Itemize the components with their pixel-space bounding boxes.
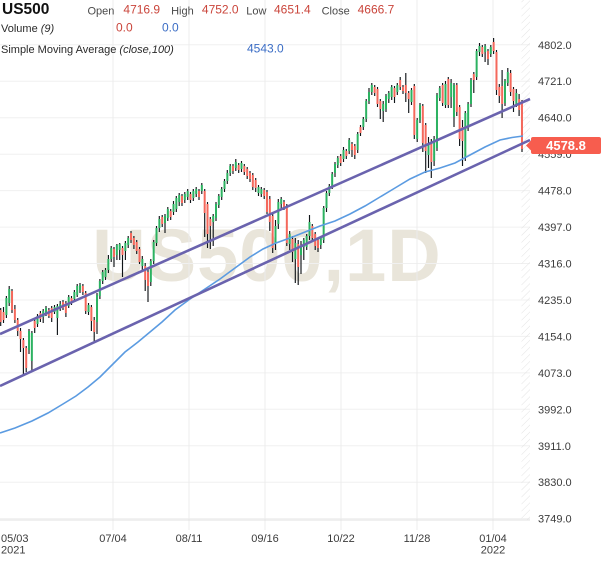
svg-text:07/04: 07/04	[99, 533, 127, 545]
svg-text:2022: 2022	[481, 545, 505, 557]
svg-text:4721.0: 4721.0	[538, 76, 572, 88]
svg-text:4543.0: 4543.0	[247, 42, 284, 56]
svg-text:4073.0: 4073.0	[538, 368, 572, 380]
svg-text:Volume (9): Volume (9)	[1, 23, 55, 35]
svg-text:4154.0: 4154.0	[538, 331, 572, 343]
svg-text:0.0: 0.0	[116, 21, 133, 35]
svg-text:4640.0: 4640.0	[538, 113, 572, 125]
svg-text:Low: Low	[246, 6, 266, 18]
svg-text:10/22: 10/22	[327, 533, 355, 545]
svg-text:US500: US500	[2, 1, 49, 18]
svg-text:4578.8: 4578.8	[546, 138, 586, 153]
svg-text:08/11: 08/11	[176, 533, 203, 545]
svg-text:4666.7: 4666.7	[358, 3, 395, 17]
svg-text:3992.0: 3992.0	[538, 404, 572, 416]
svg-text:3749.0: 3749.0	[538, 514, 572, 526]
svg-text:Open: Open	[88, 6, 115, 18]
svg-text:4716.9: 4716.9	[123, 3, 160, 17]
svg-text:11/28: 11/28	[404, 533, 431, 545]
svg-text:09/16: 09/16	[251, 533, 279, 545]
svg-text:High: High	[171, 6, 194, 18]
svg-text:4397.0: 4397.0	[538, 222, 572, 234]
svg-text:4478.0: 4478.0	[538, 186, 572, 198]
svg-text:4235.0: 4235.0	[538, 295, 572, 307]
svg-text:Simple Moving Average (close,1: Simple Moving Average (close,100)	[1, 44, 174, 56]
svg-text:2021: 2021	[1, 545, 25, 557]
svg-text:4752.0: 4752.0	[202, 3, 239, 17]
svg-text:3830.0: 3830.0	[538, 477, 572, 489]
svg-text:01/04: 01/04	[479, 533, 507, 545]
svg-text:4316.0: 4316.0	[538, 259, 572, 271]
svg-text:0.0: 0.0	[162, 21, 179, 35]
svg-text:05/03: 05/03	[1, 533, 29, 545]
svg-text:3911.0: 3911.0	[538, 441, 571, 453]
svg-text:Close: Close	[322, 6, 350, 18]
svg-text:4651.4: 4651.4	[274, 3, 311, 17]
svg-text:4802.0: 4802.0	[538, 40, 572, 52]
